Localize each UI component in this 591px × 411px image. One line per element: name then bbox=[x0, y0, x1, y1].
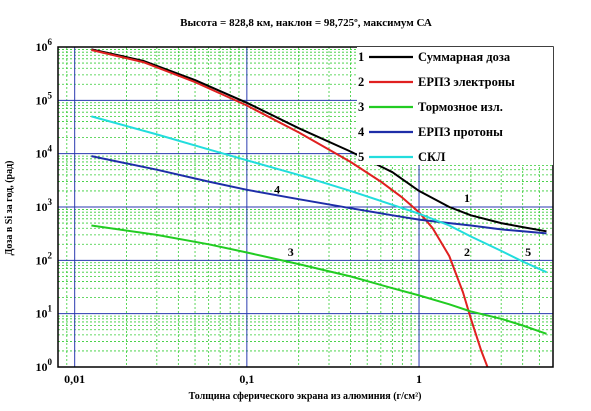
legend-number: 5 bbox=[358, 150, 364, 164]
plot-frame bbox=[57, 46, 554, 368]
x-tick-label: 0,1 bbox=[239, 372, 254, 386]
legend-number: 2 bbox=[358, 75, 364, 89]
curve-number-label: 5 bbox=[525, 245, 531, 259]
curve-number-label: 2 bbox=[464, 245, 470, 259]
y-tick-label: 105 bbox=[36, 90, 53, 107]
y-tick-label: 102 bbox=[36, 250, 53, 267]
x-axis-label: Толщина сферического экрана из алюминия … bbox=[189, 391, 422, 402]
series-line-4 bbox=[91, 155, 547, 235]
series-line-3 bbox=[91, 224, 547, 335]
x-tick-label: 1 bbox=[416, 372, 422, 386]
series-layer bbox=[91, 48, 547, 368]
legend-label: СКЛ bbox=[418, 150, 446, 164]
legend-number: 1 bbox=[358, 50, 364, 64]
legend-number: 4 bbox=[358, 125, 365, 139]
y-tick-label: 104 bbox=[36, 144, 53, 161]
curve-number-label: 1 bbox=[464, 191, 470, 205]
y-axis-label: Доза в Si за год, (рад) bbox=[4, 161, 15, 256]
y-tick-label: 101 bbox=[36, 304, 53, 321]
x-tick-label: 0,01 bbox=[64, 372, 85, 386]
legend-number: 3 bbox=[358, 100, 364, 114]
y-tick-label: 103 bbox=[36, 197, 53, 214]
legend-label: ЕРПЗ протоны bbox=[418, 125, 503, 139]
chart-title: Высота = 828,8 км, наклон = 98,725º, мак… bbox=[180, 17, 432, 29]
curve-annotations: 1 2 3 4 5 bbox=[274, 182, 531, 259]
legend-label: Тормозное изл. bbox=[418, 100, 503, 114]
series-line-5 bbox=[91, 115, 547, 274]
legend-label: ЕРПЗ электроны bbox=[418, 75, 515, 89]
legend: 1 Суммарная доза 2 ЕРПЗ электроны 3 Тормозное… bbox=[357, 47, 553, 165]
y-tick-label: 100 bbox=[36, 357, 53, 374]
curve-number-label: 3 bbox=[288, 245, 294, 259]
legend-label: Суммарная доза bbox=[418, 50, 511, 64]
curve-number-label: 4 bbox=[274, 182, 280, 196]
series-line-1 bbox=[91, 48, 547, 233]
y-tick-label: 106 bbox=[36, 37, 53, 54]
